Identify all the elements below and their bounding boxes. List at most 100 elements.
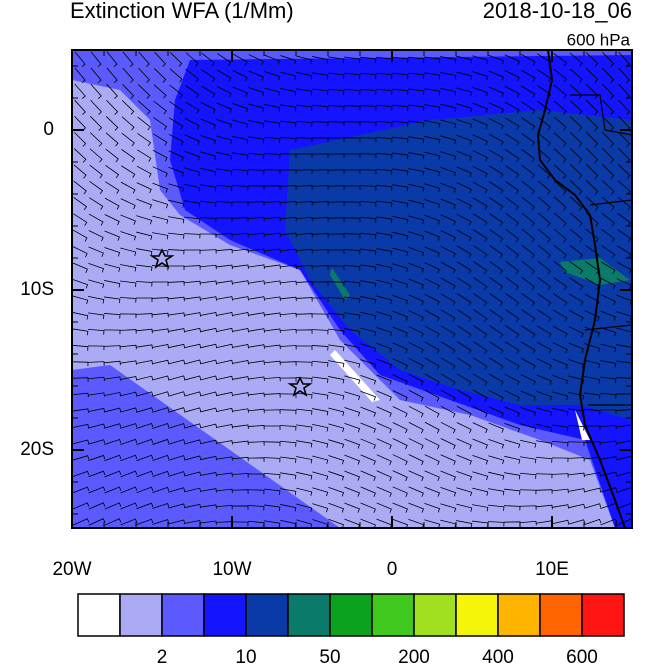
barb <box>440 325 456 338</box>
barb <box>311 121 329 127</box>
barb <box>295 281 313 286</box>
colorbar-label: 50 <box>319 647 340 667</box>
barb <box>152 375 170 381</box>
barb <box>248 360 265 365</box>
borders <box>570 94 632 406</box>
barb <box>72 311 89 320</box>
barb <box>136 375 154 381</box>
barb <box>586 148 599 163</box>
barb <box>552 358 568 369</box>
barb <box>216 69 232 82</box>
barb <box>600 456 617 461</box>
barb <box>216 359 234 365</box>
barb <box>200 102 216 114</box>
barb <box>296 519 313 528</box>
barb <box>488 165 504 178</box>
barb <box>295 345 313 351</box>
barb <box>472 55 489 65</box>
barb <box>375 184 393 191</box>
barb <box>440 373 456 386</box>
barb <box>168 133 184 146</box>
barb <box>489 261 504 275</box>
barb <box>184 439 202 445</box>
barb <box>120 407 138 413</box>
barb <box>88 502 106 510</box>
barb <box>184 471 202 477</box>
barb <box>568 503 586 509</box>
barb <box>424 72 441 80</box>
barb <box>601 164 615 179</box>
barb <box>327 265 345 271</box>
barb <box>537 180 551 195</box>
barb <box>456 166 472 177</box>
barb <box>120 438 138 445</box>
barb <box>74 51 86 68</box>
barb <box>456 520 473 528</box>
barb <box>359 105 377 111</box>
barb <box>376 502 392 513</box>
barb <box>311 249 329 254</box>
barb <box>152 182 168 193</box>
barb <box>472 86 489 97</box>
barb <box>584 310 600 322</box>
barb <box>376 327 393 337</box>
barb <box>535 504 553 510</box>
barb <box>375 105 393 111</box>
barb <box>264 280 281 285</box>
barb <box>344 486 360 497</box>
barb <box>264 488 281 495</box>
barb <box>247 217 265 222</box>
barb <box>585 52 599 67</box>
barb <box>296 104 313 111</box>
barb <box>135 281 153 287</box>
barb <box>200 504 217 509</box>
barb <box>472 438 488 449</box>
barb <box>296 55 313 64</box>
barb <box>456 470 473 481</box>
barb <box>489 277 504 291</box>
barb <box>184 359 202 365</box>
barb <box>136 502 154 510</box>
barb <box>552 309 568 322</box>
barb <box>600 376 617 384</box>
barb <box>311 217 329 222</box>
barb <box>168 439 186 445</box>
barb <box>553 244 567 259</box>
barb <box>617 196 631 211</box>
barb <box>216 135 233 145</box>
barb <box>537 244 551 259</box>
barb <box>88 312 105 320</box>
barb <box>247 201 265 206</box>
barb <box>168 343 186 349</box>
barb <box>472 166 488 178</box>
barb <box>88 230 104 242</box>
barb <box>232 70 248 82</box>
barb <box>489 325 504 338</box>
barb <box>456 213 472 226</box>
barb <box>391 56 409 63</box>
barb <box>553 100 567 115</box>
barb <box>424 88 441 96</box>
barb <box>488 118 504 130</box>
barb <box>104 407 122 413</box>
barb <box>472 150 488 162</box>
barb <box>199 249 217 254</box>
barb <box>391 120 409 127</box>
barb <box>488 488 505 496</box>
barb <box>602 115 615 131</box>
barb <box>440 167 457 177</box>
barb <box>392 502 408 513</box>
barb <box>569 277 584 290</box>
barb <box>408 215 425 225</box>
barb <box>201 69 216 83</box>
barb <box>553 84 567 99</box>
barb <box>327 88 345 95</box>
barb <box>232 86 248 97</box>
barb <box>90 116 103 131</box>
barb <box>569 180 583 195</box>
barb <box>247 408 265 414</box>
barb <box>586 100 599 115</box>
barb <box>200 167 217 176</box>
barb <box>73 148 87 163</box>
barb <box>328 72 345 79</box>
